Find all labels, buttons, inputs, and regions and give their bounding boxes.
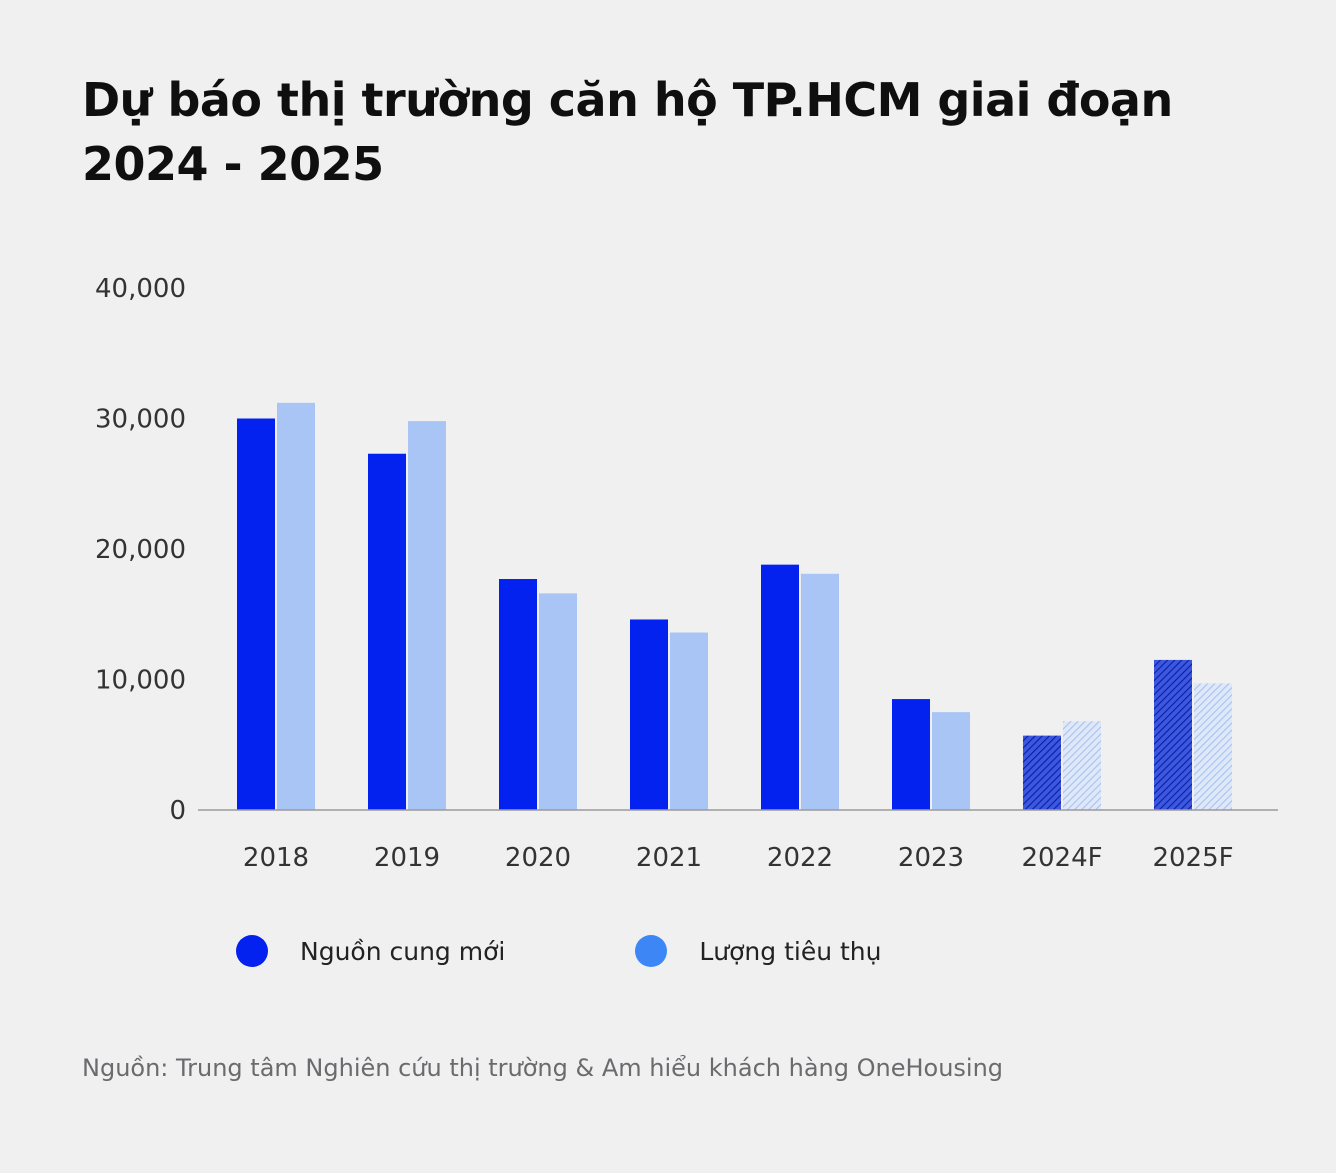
- x-tick-label: 2023: [898, 843, 964, 873]
- legend-swatch-absorption: [635, 935, 668, 967]
- chart-title: Dự báo thị trường căn hộ TP.HCM giai đoạ…: [82, 68, 1182, 196]
- bar-supply-2022: [761, 564, 799, 810]
- bar-supply-2024F: [1023, 735, 1061, 810]
- legend-label-supply: Nguồn cung mới: [300, 936, 506, 966]
- y-tick-label: 20,000: [95, 535, 186, 565]
- legend-item-supply: Nguồn cung mới: [236, 935, 505, 967]
- bar-supply-2019: [368, 453, 406, 810]
- bar-supply-2025F: [1154, 659, 1192, 810]
- bar-absorption-2023: [932, 712, 970, 810]
- bar-supply-2020: [499, 579, 537, 810]
- legend-item-absorption: Lượng tiêu thụ: [635, 935, 882, 967]
- bar-supply-2023: [892, 699, 930, 810]
- legend: Nguồn cung mới Lượng tiêu thụ: [236, 935, 1012, 967]
- y-axis-ticks: 0 10,000 20,000 30,000 40,000: [95, 274, 186, 826]
- y-tick-label: 30,000: [95, 405, 186, 435]
- legend-label-absorption: Lượng tiêu thụ: [699, 936, 882, 966]
- title-line-2: 2024 - 2025: [82, 137, 384, 191]
- bars: [237, 402, 1232, 810]
- title-line-1: Dự báo thị trường căn hộ TP.HCM giai đoạ…: [82, 73, 1173, 127]
- x-tick-label: 2021: [636, 843, 702, 873]
- x-axis-ticks: 2018 2019 2020 2021 2022 2023 2024F 2025F: [243, 843, 1234, 873]
- x-tick-label: 2019: [374, 843, 440, 873]
- source-note: Nguồn: Trung tâm Nghiên cứu thị trường &…: [82, 1054, 1004, 1082]
- bar-absorption-2024F: [1063, 721, 1101, 810]
- bar-absorption-2021: [670, 632, 708, 810]
- x-tick-label: 2025F: [1152, 843, 1233, 873]
- legend-swatch-supply: [236, 935, 268, 967]
- bar-absorption-2022: [801, 573, 839, 810]
- bar-absorption-2019: [408, 421, 446, 810]
- bar-absorption-2018: [277, 402, 315, 810]
- bar-supply-2018: [237, 418, 275, 810]
- bar-supply-2021: [630, 619, 668, 810]
- y-tick-label: 40,000: [95, 274, 186, 304]
- bar-absorption-2020: [539, 593, 577, 810]
- y-tick-label: 0: [169, 796, 186, 826]
- x-tick-label: 2022: [767, 843, 833, 873]
- y-tick-label: 10,000: [95, 666, 186, 696]
- bar-absorption-2025F: [1194, 683, 1232, 810]
- x-tick-label: 2020: [505, 843, 571, 873]
- x-tick-label: 2024F: [1021, 843, 1102, 873]
- x-tick-label: 2018: [243, 843, 309, 873]
